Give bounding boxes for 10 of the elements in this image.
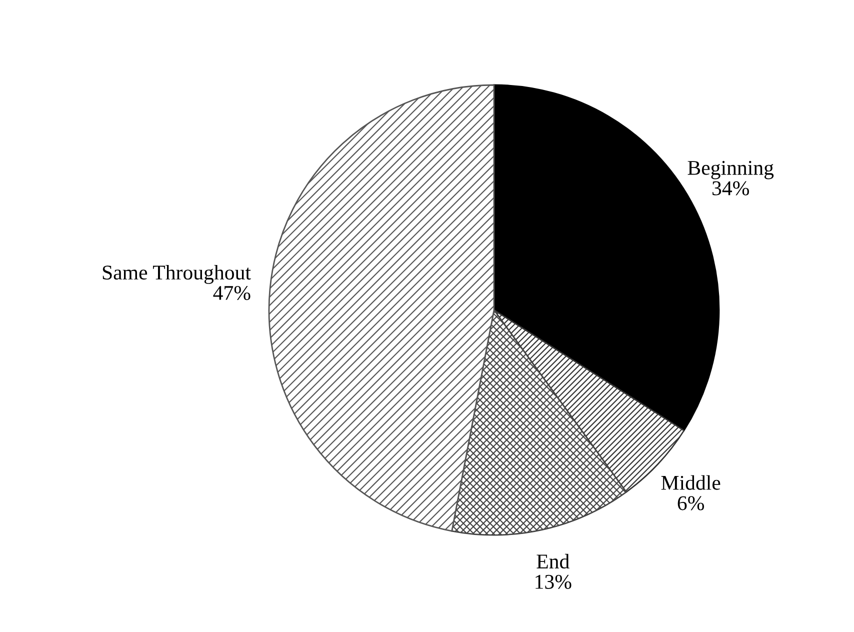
slice-label: Beginning	[688, 160, 774, 180]
slice-label: End	[536, 554, 570, 569]
data-label: 34%	[712, 181, 749, 196]
pie-slice	[268, 84, 495, 532]
pie-slice	[451, 309, 627, 536]
slice-label: Middle	[661, 475, 720, 490]
data-label: 47%	[213, 286, 250, 300]
data-label: 13%	[536, 574, 572, 589]
slice-label: Same Throughout	[102, 264, 251, 284]
data-label: 6%	[678, 496, 704, 510]
